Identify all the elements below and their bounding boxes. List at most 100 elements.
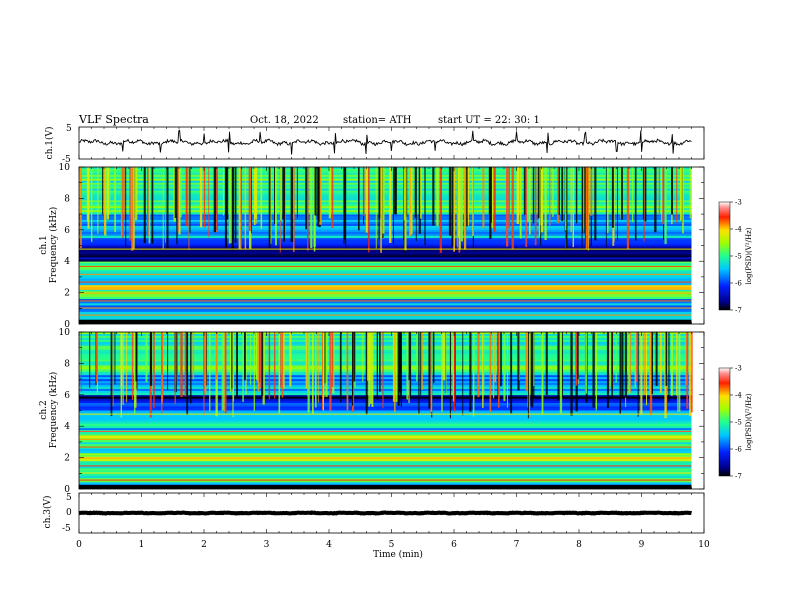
ch2-spectrogram-sferic xyxy=(498,332,500,408)
ch1-spectrogram-sferic xyxy=(581,167,583,247)
ch1-spectrogram-sferic xyxy=(166,167,169,249)
x-tick-label: 5 xyxy=(389,540,395,550)
ch2-spectrogram-sferic xyxy=(278,332,281,414)
ch1-spectrogram-sferic xyxy=(584,167,586,234)
ch1-spectrogram-sferic xyxy=(451,167,454,247)
ch1-spectrogram-sferic xyxy=(516,167,519,224)
ch2-spectrogram-ytick-label: 6 xyxy=(64,391,70,401)
ch2-spectrogram-sferic xyxy=(629,332,631,393)
ch1-spectrogram-sferic xyxy=(131,167,134,251)
ch1-ytick-bottom: -5 xyxy=(62,155,71,165)
ch2-spectrogram-sferic xyxy=(655,332,658,386)
ch1-spectrogram-sferic xyxy=(132,167,135,249)
ch2-spectrogram-sferic xyxy=(609,332,611,387)
ch1-spectrogram-band xyxy=(79,202,692,205)
ch1-spectrogram-sferic xyxy=(482,167,485,229)
ch1-spectrogram-sferic xyxy=(626,167,630,250)
ch1-spectrogram-sferic xyxy=(317,167,319,227)
ch1-spectrogram-sferic xyxy=(213,167,216,233)
ch2-spectrogram-band xyxy=(79,361,692,364)
ch2-spectrogram-sferic xyxy=(575,332,578,386)
ch1-spectrogram-sferic xyxy=(179,167,182,217)
ch1-spectrogram-sferic xyxy=(534,167,537,246)
ch2-spectrogram-sferic xyxy=(224,332,227,414)
ch2-spectrogram-sferic xyxy=(433,332,435,384)
ch1-spectrogram-sferic xyxy=(472,167,474,237)
ch1-spectrogram-narrowband-line xyxy=(79,307,692,309)
ch2-spectrogram-sferic xyxy=(628,332,631,394)
ch1-spectrogram-sferic xyxy=(558,167,560,215)
ch1-spectrogram-band xyxy=(79,271,692,274)
ch1-spectrogram-sferic xyxy=(621,167,623,220)
ch1-spectrogram-sferic xyxy=(318,167,320,222)
ch2-spectrogram-sferic xyxy=(545,332,548,395)
ch2-spectrogram-sferic xyxy=(472,332,475,417)
ch2-spectrogram-sferic xyxy=(584,332,587,393)
ch2-spectrogram-sferic xyxy=(408,332,411,380)
ch2-spectrogram-sferic xyxy=(256,332,258,380)
ch1-spectrogram-band xyxy=(79,274,692,278)
ch2-spectrogram-sferic xyxy=(259,332,262,389)
ch1-spectrogram-sferic xyxy=(493,167,496,232)
ch1-ytick-top: 5 xyxy=(66,124,72,134)
ch1-spectrogram-band xyxy=(79,188,692,191)
x-tick-label: 7 xyxy=(514,540,520,550)
ch1-spectrogram-sferic xyxy=(461,167,463,242)
ch1-spectrogram-sferic xyxy=(671,167,673,215)
ch1-spectrogram-sferic xyxy=(643,167,645,242)
ch2-spectrogram-sferic xyxy=(203,332,205,416)
ch2-spectrogram-band xyxy=(79,351,692,354)
ch2-spectrogram-sferic xyxy=(236,332,238,398)
ch1-spectrogram-sferic xyxy=(104,167,107,236)
ch1-spectrogram-sferic xyxy=(575,167,578,224)
ch2-spectrogram-sferic xyxy=(640,332,643,415)
ch2-spectrogram-sferic xyxy=(365,332,368,415)
ch2-spectrogram-sferic xyxy=(442,332,446,381)
ch1-spectrogram-band xyxy=(79,278,692,282)
ch1-spectrogram-band xyxy=(79,176,692,180)
ch2-spectrogram-ylabel-channel: ch.2 xyxy=(39,400,49,419)
ch2-spectrogram-sferic xyxy=(686,332,689,409)
ch2-spectrogram-band xyxy=(79,349,692,353)
ch2-spectrogram-band xyxy=(79,428,692,431)
ch1-spectrogram-sferic xyxy=(527,167,530,222)
ch1-spectrogram-band xyxy=(79,170,692,174)
ch1-spectrogram-band xyxy=(79,172,692,176)
ch1-spectrogram-sferic xyxy=(572,167,574,248)
ch2-spectrogram-sferic xyxy=(619,332,621,414)
ch2-spectrogram-sferic xyxy=(261,332,264,397)
ch2-spectrogram-sferic xyxy=(317,332,319,403)
ch2-spectrogram-band xyxy=(79,394,692,398)
ch1-spectrogram-sferic xyxy=(253,167,256,225)
ch1-spectrogram-sferic xyxy=(151,167,154,244)
ch2-spectrogram-sferic xyxy=(449,332,451,419)
ch2-spectrogram-sferic xyxy=(397,332,400,406)
ch1-spectrogram-sferic xyxy=(389,167,392,243)
ch2-spectrogram-band xyxy=(79,334,692,337)
ch1-spectrogram-sferic xyxy=(188,167,190,250)
ch1-spectrogram-sferic xyxy=(664,167,667,245)
ch1-spectrogram-panel: 0 2 4 6 8 10 ch.1 Frequency (kHz) -3 -4 -5 -6 -7 … xyxy=(39,163,753,330)
ch2-spectrogram-narrowband-line xyxy=(79,457,692,459)
ch1-spectrogram-band xyxy=(79,251,692,255)
ch1-spectrogram-ytick-label: 0 xyxy=(64,320,70,330)
ch1-spectrogram-sferic xyxy=(328,167,331,219)
ch1-spectrogram-sferic xyxy=(453,167,455,252)
ch1-spectrogram-sferic xyxy=(331,167,334,229)
ch2-spectrogram-narrowband-line xyxy=(79,413,692,415)
ch2-spectrogram-sferic xyxy=(634,332,636,388)
ch2-spectrogram-sferic xyxy=(382,332,384,409)
ch2-spectrogram-band xyxy=(79,390,692,394)
ch2-spectrogram-sferic xyxy=(445,332,447,395)
ch1-spectrogram-sferic xyxy=(248,167,251,232)
ch1-spectrogram-sferic xyxy=(432,167,435,226)
ch2-spectrogram-sferic xyxy=(244,332,246,381)
ch3-waveform-line xyxy=(78,510,692,516)
ch1-spectrogram-colorbar-tick-label: -4 xyxy=(735,226,742,234)
ch2-spectrogram-colorbar-tick-label: -5 xyxy=(735,419,742,427)
ch2-spectrogram-sferic xyxy=(110,332,113,417)
ch1-spectrogram-sferic xyxy=(582,167,585,228)
ch1-spectrogram-band xyxy=(79,212,692,215)
ch1-spectrogram-band xyxy=(79,186,692,189)
ch1-spectrogram-sferic xyxy=(174,167,177,218)
